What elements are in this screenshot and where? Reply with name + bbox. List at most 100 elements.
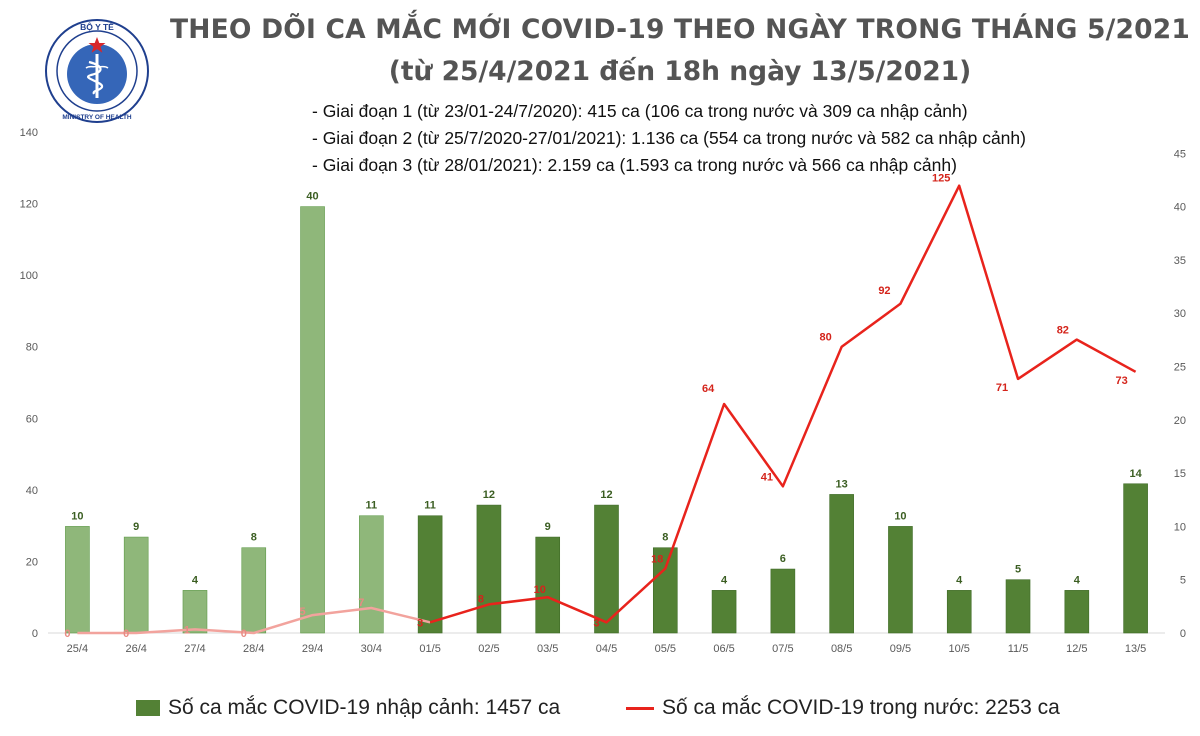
- y-left-tick-label: 20: [26, 556, 38, 568]
- bar-data-label: 13: [836, 478, 848, 490]
- bar-imported: [594, 504, 619, 634]
- phase-note-1: - Giai đoạn 1 (từ 23/01-24/7/2020): 415 …: [312, 101, 968, 121]
- legend-item-domestic: Số ca mắc COVID-19 trong nước: 2253 ca: [626, 696, 1060, 720]
- x-tick-label: 30/4: [361, 643, 382, 655]
- bar-imported: [123, 536, 149, 634]
- y-right-tick-label: 30: [1174, 308, 1186, 320]
- y-left-tick-label: 60: [26, 413, 38, 425]
- line-data-label: 1: [184, 624, 190, 636]
- y-right-tick-label: 5: [1180, 575, 1186, 587]
- logo-bottom-text: MINISTRY OF HEALTH: [62, 114, 132, 121]
- bar-data-label: 10: [894, 510, 906, 522]
- bar-data-label: 6: [780, 553, 786, 565]
- line-data-label: 125: [932, 173, 950, 185]
- line-data-label: 82: [1057, 325, 1069, 337]
- bar-imported: [711, 590, 737, 634]
- y-right-tick-label: 0: [1180, 628, 1186, 640]
- x-tick-label: 09/5: [890, 643, 911, 655]
- bar-data-label: 12: [600, 489, 612, 501]
- bar-data-label: 12: [483, 489, 495, 501]
- bar-data-label: 4: [721, 574, 728, 586]
- bar-data-label: 4: [956, 574, 963, 586]
- ministry-of-health-emblem-icon: BỘ Y TẾ MINISTRY OF HEALTH: [45, 19, 149, 123]
- x-tick-label: 10/5: [949, 643, 970, 655]
- bar-data-label: 5: [1015, 564, 1021, 576]
- y-left-tick-label: 40: [26, 485, 38, 497]
- y-right-tick-label: 20: [1174, 415, 1186, 427]
- bar-data-label: 9: [545, 521, 551, 533]
- x-tick-label: 05/5: [655, 643, 676, 655]
- bar-imported: [1005, 579, 1031, 634]
- line-data-label: 0: [241, 628, 247, 640]
- line-domestic: [429, 184, 1137, 624]
- x-tick-label: 12/5: [1066, 643, 1087, 655]
- y-right-tick-label: 10: [1174, 521, 1186, 533]
- y-left-tick-label: 100: [20, 270, 38, 282]
- bar-imported: [300, 206, 325, 634]
- bar-data-label: 11: [424, 500, 436, 512]
- bar-imported: [770, 568, 796, 634]
- bar-data-label: 8: [251, 532, 257, 544]
- legend-swatch-line: [626, 706, 654, 710]
- x-tick-label: 11/5: [1008, 643, 1029, 655]
- y-right-tick-label: 45: [1174, 148, 1186, 160]
- bar-data-label: 4: [192, 574, 199, 586]
- bar-imported: [829, 494, 854, 634]
- line-data-label: 5: [299, 606, 305, 618]
- line-data-label: 8: [478, 593, 484, 605]
- line-data-label: 41: [761, 471, 773, 483]
- phase-note-2: - Giai đoạn 2 (từ 25/7/2020-27/01/2021):…: [312, 128, 1026, 148]
- x-tick-label: 13/5: [1125, 643, 1146, 655]
- bar-imported: [65, 526, 90, 634]
- bar-imported: [1064, 590, 1090, 634]
- y-left-tick-label: 0: [32, 628, 38, 640]
- x-tick-label: 25/4: [67, 643, 88, 655]
- bar-imported: [946, 590, 972, 634]
- bar-data-label: 40: [306, 191, 318, 203]
- line-data-label: 0: [64, 628, 70, 640]
- y-right-tick-label: 15: [1174, 468, 1186, 480]
- line-data-label: 18: [651, 554, 663, 566]
- chart-subtitle: (từ 25/4/2021 đến 18h ngày 13/5/2021): [388, 56, 972, 87]
- y-right-tick-label: 35: [1174, 255, 1186, 267]
- x-tick-label: 28/4: [243, 643, 264, 655]
- line-data-label: 80: [820, 332, 832, 344]
- bar-imported: [182, 590, 208, 634]
- line-data-label: 64: [702, 383, 715, 395]
- x-tick-label: 03/5: [537, 643, 558, 655]
- line-data-label: 10: [534, 584, 546, 596]
- phase-note-3: - Giai đoạn 3 (từ 28/01/2021): 2.159 ca …: [312, 155, 957, 175]
- bar-imported: [1123, 483, 1148, 634]
- x-tick-label: 26/4: [125, 643, 146, 655]
- bar-data-label: 10: [71, 510, 83, 522]
- y-right-tick-label: 40: [1174, 202, 1186, 214]
- logo-top-text: BỘ Y TẾ: [80, 21, 114, 32]
- x-tick-label: 06/5: [713, 643, 734, 655]
- x-tick-label: 02/5: [478, 643, 499, 655]
- x-tick-label: 08/5: [831, 643, 852, 655]
- legend-item-imported: Số ca mắc COVID-19 nhập cảnh: 1457 ca: [136, 696, 560, 720]
- line-domestic-early: [77, 606, 431, 635]
- legend-swatch-bar: [136, 700, 160, 716]
- line-data-label: 73: [1115, 375, 1127, 387]
- bar-data-label: 9: [133, 521, 139, 533]
- y-right-tick-label: 25: [1174, 362, 1186, 374]
- x-tick-label: 07/5: [772, 643, 793, 655]
- bar-data-label: 8: [662, 532, 668, 544]
- x-tick-label: 04/5: [596, 643, 617, 655]
- line-data-label: 71: [996, 382, 1008, 394]
- line-data-label: 3: [593, 617, 599, 629]
- bar-imported: [476, 504, 502, 634]
- bar-data-label: 4: [1074, 574, 1081, 586]
- bar-data-label: 14: [1129, 468, 1142, 480]
- y-left-tick-label: 140: [20, 127, 38, 139]
- bar-imported: [359, 515, 384, 634]
- bar-data-label: 11: [366, 500, 378, 512]
- bar-imported: [652, 547, 678, 634]
- x-tick-label: 01/5: [419, 643, 440, 655]
- x-tick-label: 27/4: [184, 643, 205, 655]
- line-data-label: 3: [417, 617, 423, 629]
- chart-title: THEO DÕI CA MẮC MỚI COVID-19 THEO NGÀY T…: [169, 14, 1191, 45]
- bar-imported: [417, 515, 443, 634]
